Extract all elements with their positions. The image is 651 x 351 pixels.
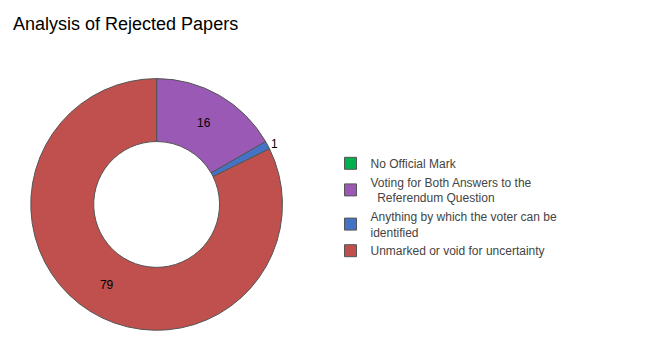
svg-text:Unmarked or void for uncertain: Unmarked or void for uncertainty (371, 244, 545, 258)
svg-text:16: 16 (197, 116, 211, 130)
svg-text:Analysis of Rejected Papers: Analysis of Rejected Papers (13, 14, 238, 34)
svg-text:1: 1 (271, 137, 278, 151)
svg-text:79: 79 (100, 278, 114, 292)
svg-text:Anything by which the voter ca: Anything by which the voter can beidenti… (371, 210, 557, 240)
svg-text:Voting for Both Answers to the: Voting for Both Answers to the Referendu… (371, 176, 532, 206)
svg-text:No Official Mark: No Official Mark (371, 157, 457, 171)
